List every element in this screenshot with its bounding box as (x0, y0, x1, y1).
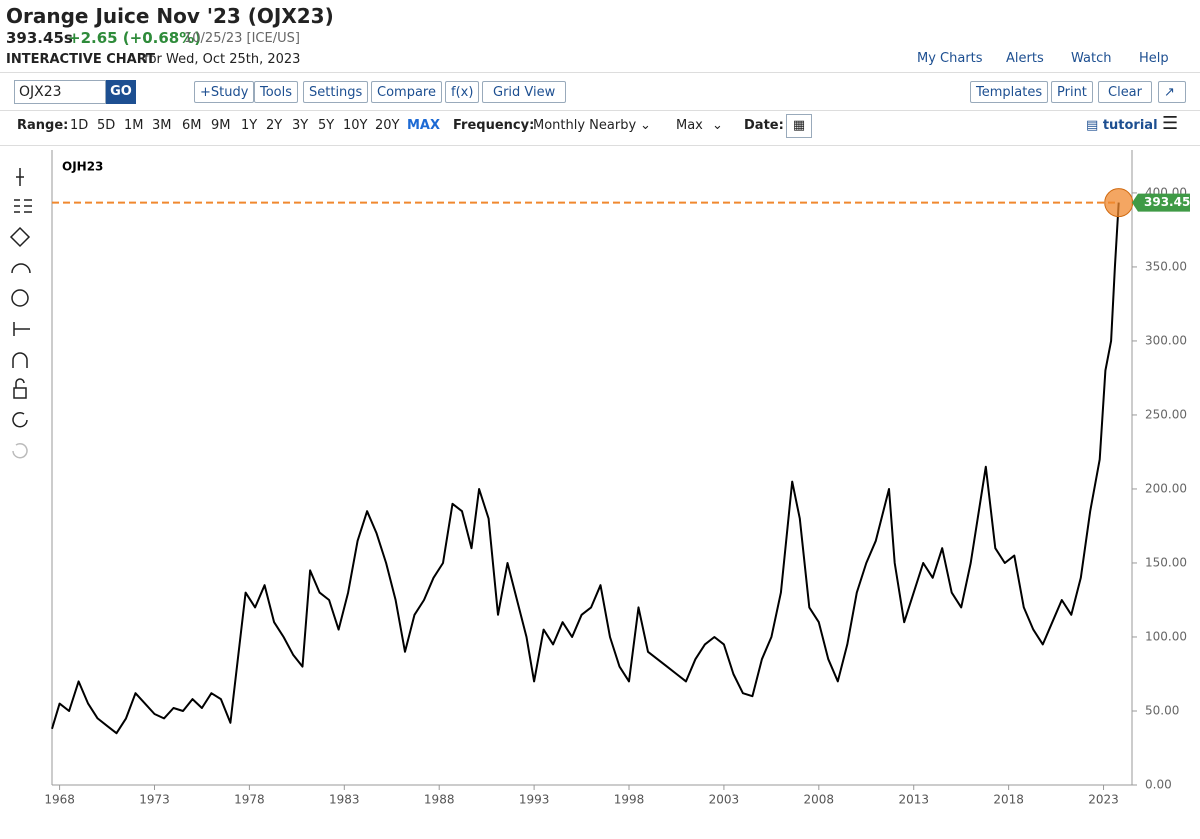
button[interactable]: Templates (970, 81, 1049, 103)
drawing-tools (9, 168, 32, 459)
x-tick-label: 2018 (993, 793, 1024, 807)
price: 393.45s (6, 29, 73, 47)
range-button[interactable]: 3M (152, 118, 172, 133)
link[interactable]: Watch (1071, 51, 1112, 66)
x-tick-label: 2003 (709, 793, 740, 807)
x-tick-label: 2008 (804, 793, 835, 807)
range-button[interactable]: 6M (182, 118, 202, 133)
x-tick-label: 1973 (139, 793, 170, 807)
range-button[interactable]: 1D (70, 118, 89, 133)
x-tick-label: 1998 (614, 793, 645, 807)
period[interactable]: Max (676, 118, 703, 133)
y-tick-label: 300.00 (1145, 333, 1187, 347)
last-price-label: 393.45 (1144, 195, 1190, 209)
quote-date: 10/25/23 [ICE/US] (184, 31, 300, 46)
date-label: Date: (744, 118, 784, 133)
tutorial-link[interactable]: ▤ tutorial (1086, 118, 1158, 133)
last-price-marker (1104, 188, 1134, 218)
chart-label: INTERACTIVE CHART (6, 52, 156, 67)
x-tick-label: 1993 (519, 793, 550, 807)
link[interactable]: My Charts (917, 51, 983, 66)
y-tick-label: 350.00 (1145, 259, 1187, 273)
y-tick-label: 100.00 (1145, 629, 1187, 643)
last-price-tag (1132, 193, 1190, 212)
button[interactable]: +Study (194, 81, 255, 103)
y-tick-label: 250.00 (1145, 407, 1187, 421)
expand-button[interactable]: ↗ (1158, 81, 1186, 103)
link[interactable]: Help (1139, 51, 1169, 66)
x-tick-label: 1978 (234, 793, 265, 807)
tutorial[interactable]: tutorial (1102, 118, 1158, 133)
x-tick-label: 1983 (329, 793, 360, 807)
menu[interactable]: ☰ (1162, 113, 1179, 134)
go-button[interactable]: GO (106, 80, 136, 104)
button[interactable]: Grid View (482, 81, 567, 103)
frequency[interactable]: Monthly Nearby (533, 118, 637, 133)
button[interactable]: Clear (1098, 81, 1152, 103)
y-tick-label: 0.00 (1145, 778, 1172, 792)
symbol-input[interactable]: OJX23 (14, 80, 106, 104)
chart-date: for Wed, Oct 25th, 2023 (144, 52, 301, 67)
x-tick-label: 1988 (424, 793, 455, 807)
range-button[interactable]: 20Y (375, 118, 400, 133)
range-label: Range: (17, 118, 69, 133)
divider (0, 110, 1200, 111)
range-button[interactable]: 5D (97, 118, 116, 133)
button[interactable]: Tools (254, 81, 299, 103)
link[interactable]: Alerts (1006, 51, 1044, 66)
divider (0, 72, 1200, 73)
range-button[interactable]: 9M (211, 118, 231, 133)
range-button[interactable]: 1Y (241, 118, 258, 133)
button[interactable]: Compare (371, 81, 442, 103)
symbol-label: OJH23 (62, 160, 103, 174)
range-button[interactable]: 5Y (318, 118, 335, 133)
x-tick-label: 1968 (44, 793, 75, 807)
price-line (51, 202, 1120, 735)
range-button[interactable]: MAX (407, 118, 441, 133)
title: Orange Juice Nov '23 (OJX23) (6, 4, 334, 28)
range-button[interactable]: 10Y (343, 118, 368, 133)
x-tick-label: 2023 (1088, 793, 1119, 807)
button[interactable]: Settings (303, 81, 369, 103)
y-tick-label: 400.00 (1145, 185, 1187, 199)
y-tick-label: 150.00 (1145, 555, 1187, 569)
range-button[interactable]: 2Y (266, 118, 283, 133)
x-tick-label: 2013 (898, 793, 929, 807)
calendar-button[interactable]: ▦ (786, 114, 812, 138)
frequency-label: Frequency: (453, 118, 535, 133)
divider (0, 145, 1200, 146)
y-tick-label: 200.00 (1145, 481, 1187, 495)
button[interactable]: Print (1051, 81, 1093, 103)
change: +2.65 (+0.68%) (68, 29, 202, 47)
button[interactable]: f(x) (445, 81, 480, 103)
y-tick-label: 50.00 (1145, 703, 1179, 717)
range-button[interactable]: 3Y (292, 118, 309, 133)
range-button[interactable]: 1M (124, 118, 144, 133)
